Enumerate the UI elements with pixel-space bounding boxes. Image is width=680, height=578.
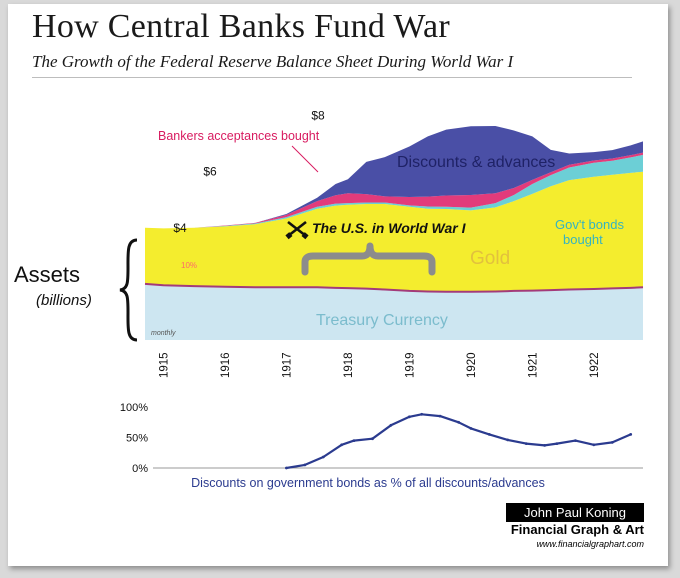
treasury-gold-boundary: [144, 282, 644, 293]
line-point-8: [420, 412, 424, 416]
pct-label: 10%: [181, 261, 197, 270]
bankers-pointer: [291, 145, 319, 173]
gold-label: Gold: [470, 248, 510, 269]
page-subtitle: The Growth of the Federal Reserve Balanc…: [32, 52, 514, 71]
area-series-gold: [145, 171, 643, 292]
billions-label: (billions): [36, 292, 92, 309]
area-series-treasury-currency: [145, 283, 643, 340]
treasury-label: Treasury Currency: [316, 312, 448, 329]
line-y-tick-50: 50%: [126, 433, 148, 445]
page-title: How Central Banks Fund War: [32, 8, 451, 45]
credit-url: www.financialgraphart.com: [536, 539, 644, 549]
line-point-18: [592, 443, 596, 447]
x-tick-1918: 1918: [343, 352, 355, 378]
line-point-5: [371, 437, 374, 441]
x-tick-1922: 1922: [589, 352, 601, 378]
line-point-12: [487, 433, 491, 436]
y-tick-usd-4: $4: [173, 221, 187, 235]
x-tick-1920: 1920: [466, 352, 478, 378]
line-chart: 0% 50% 100%: [120, 402, 643, 475]
line-y-tick-0: 0%: [132, 463, 148, 475]
line-point-9: [438, 414, 442, 418]
line-point-14: [524, 442, 528, 445]
line-point-7: [408, 415, 411, 419]
govt-bonds-label-2: bought: [563, 232, 603, 247]
credit-author: John Paul Koning: [506, 503, 644, 522]
x-tick-1915: 1915: [158, 352, 170, 378]
assets-label: Assets: [14, 262, 81, 287]
x-tick-1921: 1921: [527, 352, 539, 378]
monthly-label: monthly: [151, 330, 176, 337]
line-point-3: [340, 443, 344, 447]
bankers-acceptances-label: Bankers acceptances bought: [158, 129, 320, 143]
x-tick-1917: 1917: [281, 352, 293, 378]
assets-brace: [119, 238, 138, 342]
credit-company: Financial Graph & Art: [510, 522, 644, 537]
crossed-rifles-icon: [285, 220, 309, 240]
line-point-20: [629, 433, 633, 436]
x-tick-1919: 1919: [404, 352, 416, 378]
line-point-1: [303, 463, 307, 467]
area-chart: $4 $6 $8 1915 1916 1917 1918 1919 1920 1921 1922: [144, 109, 644, 378]
x-tick-1916: 1916: [220, 352, 232, 378]
line-point-11: [469, 427, 473, 430]
area-series-discounts-advances: [145, 125, 643, 229]
line-point-13: [506, 438, 510, 442]
line-point-16: [555, 442, 559, 445]
line-point-15: [543, 444, 546, 447]
discounts-label: Discounts & advances: [397, 154, 555, 171]
line-point-4: [352, 439, 356, 442]
line-point-17: [574, 439, 577, 442]
y-tick-usd-8: $8: [311, 109, 325, 123]
line-chart-title: Discounts on government bonds as % of al…: [191, 476, 545, 490]
line-point-2: [321, 455, 325, 459]
war-period-brace: [301, 242, 436, 276]
line-point-6: [389, 423, 393, 427]
title-divider: [32, 77, 632, 78]
line-point-0: [285, 466, 288, 470]
war-annotation: The U.S. in World War I: [312, 220, 467, 236]
line-point-10: [457, 420, 460, 424]
govt-bonds-label: Gov't bonds: [555, 217, 624, 232]
line-point-19: [610, 441, 614, 444]
y-tick-usd-6: $6: [203, 165, 217, 179]
line-y-tick-100: 100%: [120, 402, 148, 414]
